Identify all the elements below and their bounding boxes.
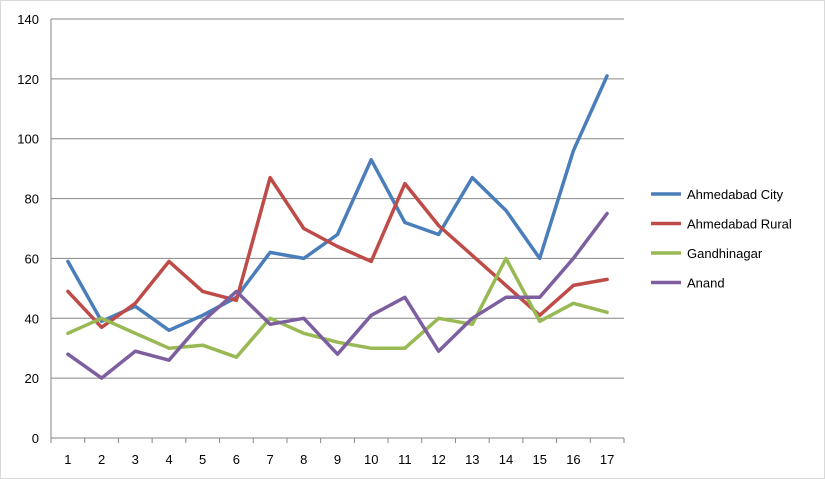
y-tick-label: 120	[17, 72, 39, 87]
y-tick-label: 0	[32, 431, 39, 446]
series-line-gandhinagar	[66, 256, 609, 359]
x-tick-label: 6	[233, 452, 240, 467]
legend-label-ahmedabad-city: Ahmedabad City	[687, 187, 784, 202]
x-tick-label: 3	[132, 452, 139, 467]
x-tick-label: 13	[465, 452, 479, 467]
legend-label-ahmedabad-rural: Ahmedabad Rural	[687, 217, 792, 232]
series-line-anand	[66, 211, 609, 380]
legend-label-anand: Anand	[687, 276, 725, 291]
x-tick-label: 5	[199, 452, 206, 467]
x-tick-label: 16	[566, 452, 580, 467]
x-tick-label: 10	[364, 452, 378, 467]
x-tick-label: 4	[165, 452, 172, 467]
x-tick-label: 1	[64, 452, 71, 467]
legend: Ahmedabad City Ahmedabad Rural Gandhinagar…	[651, 187, 792, 291]
y-axis-ticks: 0 20 40 60 80 100 120 140	[17, 12, 39, 446]
x-tick-label: 14	[499, 452, 513, 467]
series-lines	[66, 74, 609, 380]
series-line-ahmedabad-rural	[66, 175, 609, 330]
series-line-ahmedabad-city	[66, 74, 609, 333]
x-tick-label: 2	[98, 452, 105, 467]
x-tick-label: 11	[398, 452, 412, 467]
x-axis-ticks: 1 2 3 4 5 6 7 8 9 10 11 12 13 14 15 16 17	[64, 452, 614, 467]
y-tick-label: 140	[17, 12, 39, 27]
x-tick-label: 8	[300, 452, 307, 467]
x-tick-label: 17	[600, 452, 614, 467]
y-tick-label: 40	[25, 311, 39, 326]
x-tick-label: 7	[266, 452, 273, 467]
x-tick-label: 12	[431, 452, 445, 467]
gridlines	[51, 18, 624, 379]
axes	[50, 19, 625, 443]
y-tick-label: 80	[25, 192, 39, 207]
legend-label-gandhinagar: Gandhinagar	[687, 246, 763, 261]
x-tick-label: 15	[533, 452, 547, 467]
y-tick-label: 20	[25, 371, 39, 386]
y-tick-label: 60	[25, 251, 39, 266]
y-tick-label: 100	[17, 132, 39, 147]
x-tick-label: 9	[334, 452, 341, 467]
